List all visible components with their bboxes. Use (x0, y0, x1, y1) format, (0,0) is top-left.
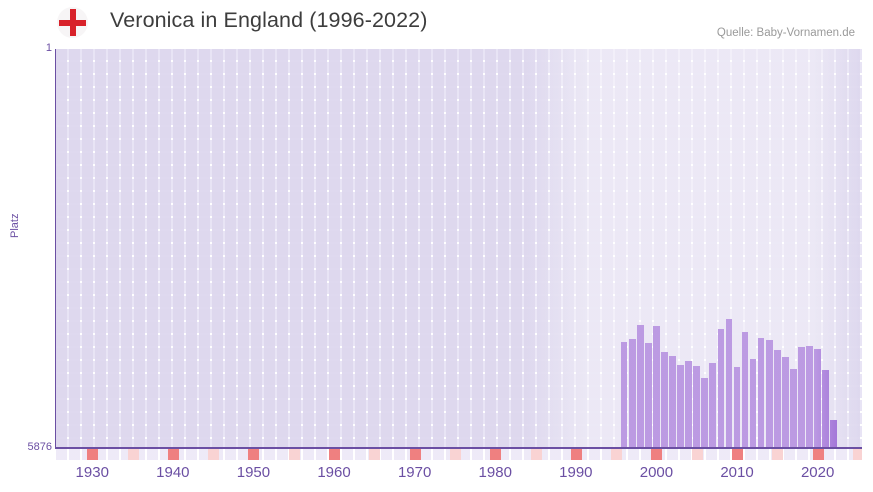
bar (757, 337, 765, 447)
x-axis-tick-label: 1990 (559, 464, 593, 481)
x-axis-tick-major (329, 449, 341, 460)
bar (822, 370, 829, 447)
chart-title: Veronica in England (1996-2022) (110, 8, 428, 32)
x-axis-tick-major (732, 449, 744, 460)
y-axis-title: Platz (9, 213, 21, 238)
chart-header: Veronica in England (1996-2022) Quelle: … (0, 0, 873, 46)
bar (628, 338, 636, 447)
x-axis-tick-label: 1950 (236, 464, 271, 481)
x-axis-tick-minor (449, 449, 461, 460)
x-axis-tick-minor (530, 449, 542, 460)
bar (741, 332, 749, 447)
x-axis-tick-major (570, 449, 582, 460)
x-axis-tick-minor (208, 449, 220, 460)
bar (701, 377, 709, 447)
x-axis-tick-strip (56, 449, 862, 460)
x-axis-tick-label: 1930 (75, 464, 109, 481)
x-axis-tick-major (812, 449, 824, 460)
x-axis-tick-label: 1960 (317, 464, 351, 481)
x-axis-tick-label: 2020 (800, 464, 835, 481)
x-axis-tick-minor (127, 449, 139, 460)
x-axis-tick-minor (288, 449, 300, 460)
bar (773, 349, 781, 447)
x-axis-tick-major (409, 449, 421, 460)
x-axis-tick-minor (691, 449, 703, 460)
bar (814, 349, 821, 447)
x-axis-tick-major (651, 449, 663, 460)
x-axis-tick-minor (611, 449, 623, 460)
bar (765, 339, 773, 447)
bar (620, 342, 628, 447)
x-axis-tick-minor (772, 449, 784, 460)
x-axis-tick-label: 2000 (639, 464, 674, 481)
chart-source-label: Quelle: Baby-Vornamen.de (716, 27, 855, 39)
y-axis-tick-bottom: 5876 (27, 441, 52, 453)
x-axis-tick-minor (852, 449, 862, 460)
bar (733, 366, 741, 447)
bar (717, 329, 725, 447)
bar (653, 326, 660, 447)
bar (830, 419, 838, 447)
england-flag-icon (57, 7, 88, 38)
bar (806, 345, 813, 447)
y-axis-tick-top: 1 (45, 42, 52, 54)
x-axis-tick-major (490, 449, 502, 460)
bar (644, 343, 652, 447)
bar (693, 366, 700, 447)
x-axis-tick-label: 2010 (720, 464, 754, 481)
bar (661, 351, 668, 447)
bar (636, 325, 644, 447)
x-axis-tick-major (87, 449, 99, 460)
x-axis-line (55, 447, 862, 449)
bar (790, 369, 797, 447)
x-axis-tick-label: 1980 (478, 464, 512, 481)
x-axis-tick-label: 1970 (397, 464, 432, 481)
x-axis-tick-label: 1940 (156, 464, 190, 481)
x-axis-tick-major (167, 449, 179, 460)
x-axis-tick-minor (369, 449, 381, 460)
bar (782, 356, 789, 447)
bar-series (56, 49, 862, 447)
bar (798, 347, 805, 447)
flag-cross-horizontal (59, 19, 86, 26)
bar (749, 359, 757, 447)
plot-area (56, 49, 862, 447)
x-axis-tick-major (248, 449, 260, 460)
bar (685, 360, 692, 447)
bar (669, 355, 676, 447)
bar (677, 364, 684, 447)
bar (725, 319, 733, 447)
bar (709, 363, 717, 447)
